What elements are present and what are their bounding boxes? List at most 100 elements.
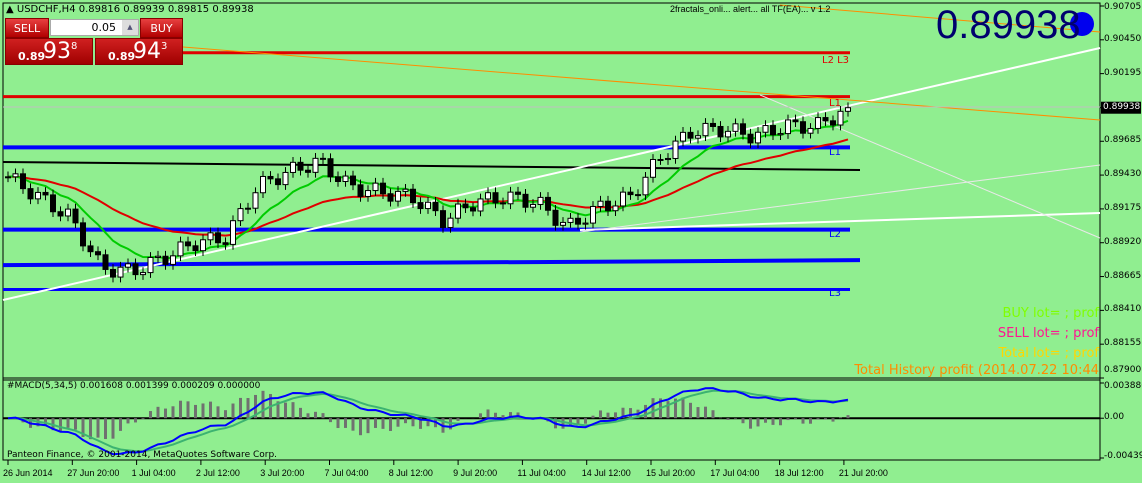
macd-histogram-bar <box>374 418 377 428</box>
candle <box>582 222 589 225</box>
lot-increase-button[interactable]: ▲ <box>122 20 138 35</box>
candle <box>552 209 559 226</box>
price-tick-label: 0.87900 <box>1104 365 1142 375</box>
candle <box>717 125 724 138</box>
macd-histogram-bar <box>576 418 580 426</box>
chart-header: ▲ USDCHF,H4 0.89816 0.89939 0.89815 0.89… <box>6 4 254 15</box>
macd-histogram-bar <box>366 418 370 434</box>
macd-histogram-bar <box>569 418 572 426</box>
price-tick-label: 0.88410 <box>1104 304 1142 315</box>
macd-histogram-bar <box>344 418 347 428</box>
candle <box>710 122 716 127</box>
candle <box>425 201 431 210</box>
candle <box>207 232 214 241</box>
macd-line <box>7 387 849 456</box>
buy-price[interactable]: 0.89 94 3 <box>95 38 183 65</box>
sell-price[interactable]: 0.89 93 8 <box>5 38 93 65</box>
candle <box>12 173 19 178</box>
candle <box>822 117 829 122</box>
candle <box>5 176 11 179</box>
macd-histogram-bar <box>261 390 265 419</box>
candle <box>387 193 394 202</box>
candle <box>522 193 529 208</box>
candle <box>627 191 634 196</box>
time-tick-label: 2 Jul 12:00 <box>195 468 240 478</box>
candle <box>267 175 274 180</box>
candle <box>237 208 244 222</box>
macd-histogram-bar <box>404 418 407 424</box>
macd-histogram-bar <box>284 402 287 419</box>
candle <box>402 188 409 192</box>
lot-input[interactable]: 0.05 <box>50 19 139 36</box>
macd-histogram-bar <box>801 418 805 424</box>
candle <box>350 175 356 186</box>
candle <box>530 203 536 208</box>
candle <box>260 175 266 194</box>
macd-histogram-bar <box>831 418 835 422</box>
macd-histogram-bar <box>351 418 355 431</box>
macd-histogram-bar <box>561 418 565 429</box>
candle <box>560 221 566 226</box>
macd-histogram-bar <box>381 418 385 429</box>
time-tick-label: 7 Jul 04:00 <box>324 468 369 478</box>
macd-histogram-bar <box>81 418 85 438</box>
candle <box>410 188 416 204</box>
candle <box>275 178 281 186</box>
macd-histogram-bar <box>426 418 430 427</box>
trend-line <box>2 47 1101 301</box>
time-tick-label: 27 Jun 20:00 <box>67 468 120 478</box>
candle <box>357 184 364 197</box>
smiley-icon <box>1070 12 1094 36</box>
macd-histogram-bar <box>749 418 752 429</box>
candle <box>162 255 169 265</box>
macd-histogram-bar <box>704 406 707 419</box>
buy-button[interactable]: BUY <box>140 18 183 38</box>
macd-histogram-bar <box>816 418 820 420</box>
macd-histogram-bar <box>839 417 842 419</box>
candle <box>117 266 124 278</box>
candle <box>635 194 641 197</box>
macd-histogram-bar <box>209 401 212 419</box>
support-resistance-line <box>2 258 861 268</box>
trend-line <box>579 212 1101 231</box>
candle <box>95 251 101 256</box>
candle <box>417 202 424 210</box>
macd-tick-label: -0.00439 <box>1104 451 1142 461</box>
candle <box>305 169 311 173</box>
macd-histogram-bar <box>824 418 827 420</box>
macd-signal-line <box>7 389 849 453</box>
macd-histogram-bar <box>726 418 730 420</box>
candle <box>72 208 79 224</box>
candle <box>537 196 544 205</box>
ma-fast-line <box>7 119 849 260</box>
macd-histogram-bar <box>651 398 655 419</box>
ma-slow-line <box>7 138 849 237</box>
candle <box>132 263 139 276</box>
candle <box>837 110 844 126</box>
time-tick-label: 9 Jul 20:00 <box>453 468 498 478</box>
trend-line <box>182 46 1101 121</box>
macd-histogram-bar <box>494 412 497 419</box>
time-tick-label: 26 Jun 2014 <box>3 468 53 478</box>
candle <box>620 191 626 207</box>
candle <box>672 140 679 159</box>
candle <box>365 190 371 197</box>
macd-histogram-bar <box>614 412 617 419</box>
macd-histogram-bar <box>411 418 415 427</box>
macd-histogram-bar <box>194 404 197 419</box>
candle <box>87 245 94 253</box>
candle <box>335 176 341 182</box>
price-tick-label: 0.89685 <box>1104 135 1142 146</box>
time-tick-label: 11 Jul 04:00 <box>517 468 566 478</box>
macd-histogram-bar <box>186 401 190 419</box>
candle <box>657 158 664 161</box>
price-tick-label: 0.88920 <box>1104 236 1142 247</box>
macd-histogram-bar <box>104 418 107 440</box>
macd-histogram-bar <box>599 410 602 419</box>
sell-button[interactable]: SELL <box>5 18 49 38</box>
macd-histogram-bar <box>149 411 152 419</box>
candle <box>612 205 619 212</box>
macd-histogram-bar <box>689 402 692 419</box>
macd-histogram-bar <box>621 407 625 419</box>
